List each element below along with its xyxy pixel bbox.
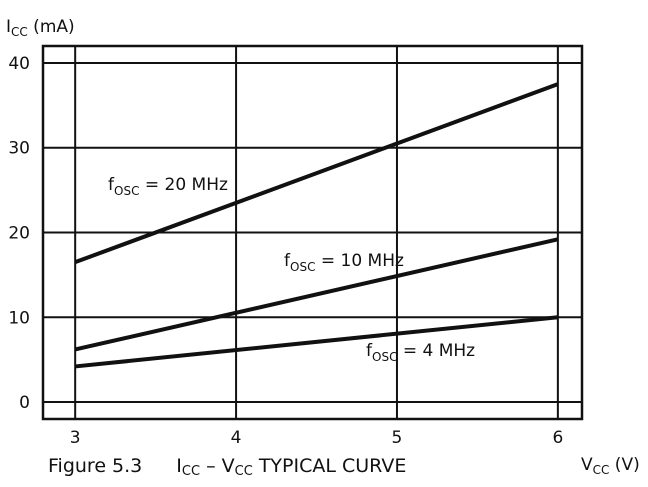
series-label-4mhz: fOSC = 4 MHz	[366, 341, 475, 364]
caption-title: ICC – VCC TYPICAL CURVE	[176, 455, 407, 479]
x-tick-label-2: 5	[392, 428, 403, 448]
y-axis-label: ICC (mA)	[6, 17, 75, 39]
x-axis-label: VCC (V)	[581, 455, 640, 477]
series-line-0	[74, 82, 559, 265]
grid	[43, 46, 582, 419]
y-tick-label-3: 30	[8, 139, 30, 159]
y-tick-label-0: 0	[19, 393, 30, 413]
series-line-1	[74, 237, 559, 352]
y-tick-label-4: 40	[8, 54, 30, 74]
series-group	[74, 82, 559, 369]
series-label-20mhz: fOSC = 20 MHz	[108, 175, 228, 198]
x-tick-labels: 3 4 5 6	[70, 428, 564, 448]
figure-number: Figure 5.3	[48, 455, 143, 477]
series-line-2	[74, 315, 559, 369]
x-tick-label-1: 4	[231, 428, 242, 448]
x-tick-label-0: 3	[70, 428, 81, 448]
x-tick-label-3: 6	[552, 428, 563, 448]
series-label-10mhz: fOSC = 10 MHz	[284, 251, 404, 274]
figure-caption: Figure 5.3 ICC – VCC TYPICAL CURVE	[48, 455, 406, 479]
y-tick-label-2: 20	[8, 224, 30, 244]
y-tick-label-1: 10	[8, 308, 30, 328]
y-tick-labels: 0 10 20 30 40	[8, 54, 30, 413]
